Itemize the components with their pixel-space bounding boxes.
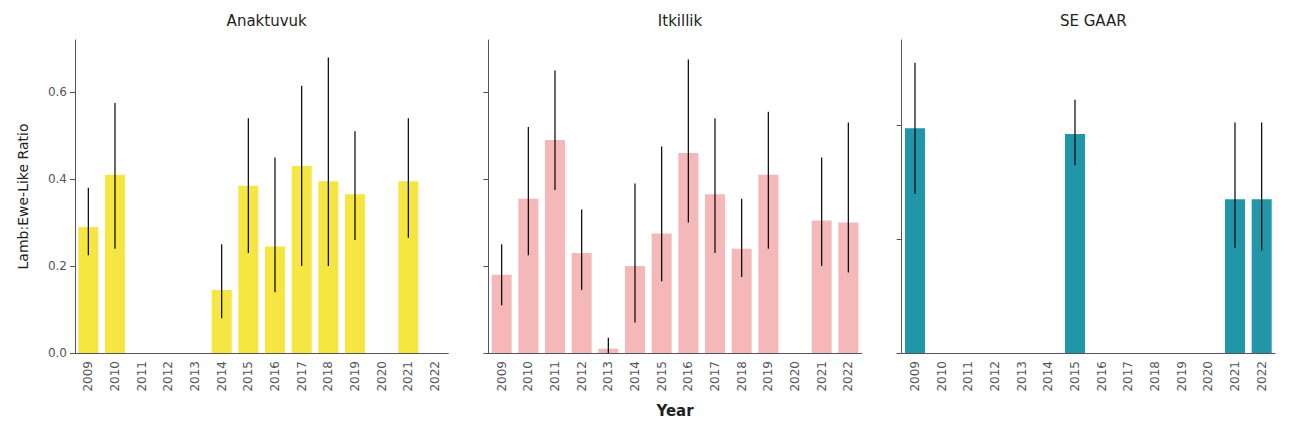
svg-text:2021: 2021 [401,361,415,392]
svg-text:2015: 2015 [241,361,255,392]
svg-text:0.0: 0.0 [48,346,67,360]
svg-text:2009: 2009 [908,361,922,392]
svg-text:2016: 2016 [268,361,282,392]
svg-text:2020: 2020 [1201,361,1215,392]
svg-text:2013: 2013 [188,361,202,392]
svg-text:2011: 2011 [548,361,562,392]
svg-text:2015: 2015 [1068,361,1082,392]
svg-text:0.4: 0.4 [48,172,67,186]
svg-text:2010: 2010 [521,361,535,392]
svg-text:SE GAAR: SE GAAR [1060,12,1127,30]
svg-text:2016: 2016 [1095,361,1109,392]
svg-text:2009: 2009 [495,361,509,392]
svg-text:Anaktuvuk: Anaktuvuk [227,12,307,30]
svg-text:2017: 2017 [295,361,309,392]
svg-text:Itkillik: Itkillik [658,12,703,30]
svg-text:2014: 2014 [628,361,642,392]
svg-text:2018: 2018 [321,361,335,392]
svg-text:2013: 2013 [1015,361,1029,392]
svg-text:0.6: 0.6 [48,85,67,99]
svg-text:2010: 2010 [935,361,949,392]
svg-text:2011: 2011 [135,361,149,392]
svg-text:2010: 2010 [108,361,122,392]
svg-text:2012: 2012 [575,361,589,392]
svg-text:2015: 2015 [655,361,669,392]
svg-text:2022: 2022 [841,361,855,392]
svg-text:2009: 2009 [81,361,95,392]
svg-text:2021: 2021 [815,361,829,392]
svg-text:2011: 2011 [961,361,975,392]
svg-text:2017: 2017 [708,361,722,392]
svg-text:0.2: 0.2 [48,259,67,273]
svg-text:2014: 2014 [215,361,229,392]
svg-text:Lamb:Ewe-Like Ratio: Lamb:Ewe-Like Ratio [15,124,31,270]
svg-text:2021: 2021 [1228,361,1242,392]
svg-text:2019: 2019 [1175,361,1189,392]
svg-text:2017: 2017 [1121,361,1135,392]
svg-text:2020: 2020 [375,361,389,392]
svg-text:2012: 2012 [988,361,1002,392]
svg-text:2018: 2018 [735,361,749,392]
svg-text:2016: 2016 [681,361,695,392]
svg-text:2019: 2019 [761,361,775,392]
svg-text:2022: 2022 [1255,361,1269,392]
svg-text:2022: 2022 [428,361,442,392]
svg-text:2012: 2012 [161,361,175,392]
svg-text:Year: Year [655,402,694,420]
svg-text:2020: 2020 [788,361,802,392]
svg-text:2014: 2014 [1041,361,1055,392]
svg-text:2019: 2019 [348,361,362,392]
svg-text:2013: 2013 [601,361,615,392]
svg-text:2018: 2018 [1148,361,1162,392]
